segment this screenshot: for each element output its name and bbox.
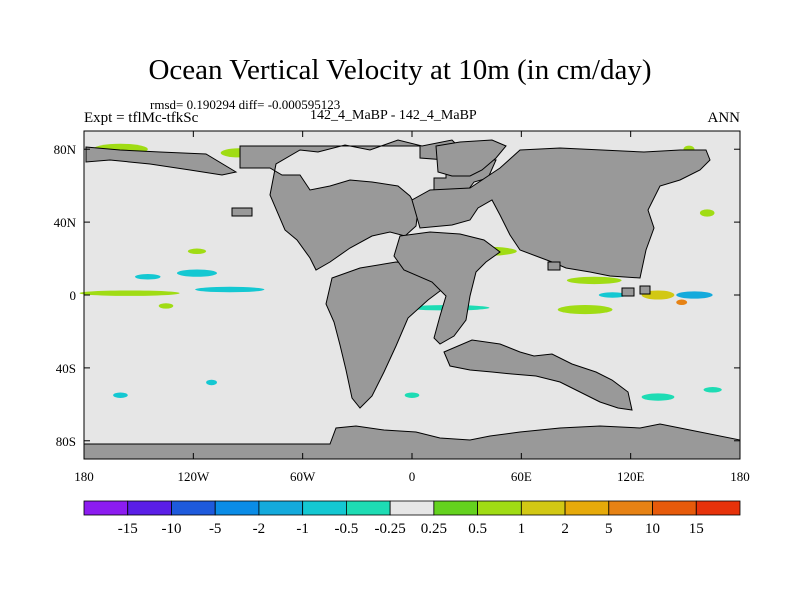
anomaly-patch — [158, 303, 174, 309]
experiment-label: Expt = tflMc-tfkSc — [84, 110, 199, 126]
land-australia — [443, 339, 633, 411]
anomaly-patch — [557, 305, 613, 315]
land-small-block — [547, 261, 561, 271]
colorbar-swatch — [345, 500, 391, 516]
anomaly-patch — [566, 276, 622, 285]
land-africa — [393, 231, 501, 345]
x-tick-label: 180 — [74, 469, 94, 484]
colorbar-swatch — [127, 500, 172, 516]
colorbar-label: -5 — [209, 521, 222, 537]
colorbar-label: 0.5 — [468, 521, 487, 537]
land-mask — [83, 139, 741, 460]
colorbar-swatch — [258, 500, 304, 516]
anomaly-patch — [113, 392, 128, 398]
colorbar-swatch — [302, 500, 347, 516]
colorbar-swatch — [695, 500, 741, 516]
colorbar-label: 1 — [518, 521, 526, 537]
colorbar-swatch — [171, 500, 216, 516]
land-small-block — [639, 285, 651, 295]
colorbar-label: -1 — [296, 521, 309, 537]
colorbar-swatch — [652, 500, 697, 516]
x-tick-label: 60E — [511, 469, 532, 484]
colorbar-swatch — [433, 500, 479, 516]
y-tick-label: 40S — [56, 361, 76, 376]
anomaly-patch — [676, 291, 713, 299]
anomaly-patch — [195, 286, 265, 293]
anomaly-patch — [598, 292, 627, 298]
colorbar-label: -0.25 — [375, 521, 406, 537]
anomaly-patch — [699, 209, 715, 217]
colorbar-swatch — [214, 500, 260, 516]
colorbar-label: 0.25 — [421, 521, 447, 537]
colorbar-label: 15 — [689, 521, 704, 537]
anomaly-patch — [703, 387, 722, 393]
anomaly-patch — [79, 290, 180, 296]
y-tick-label: 80S — [56, 434, 76, 449]
land-small-block — [231, 207, 253, 217]
axes: 180 120W 60W 0 60E 120E 180 80N 40N 0 40S 80S — [54, 131, 750, 484]
y-tick-label: 80N — [54, 142, 77, 157]
anomaly-patch — [404, 392, 420, 398]
colorbar-label: 10 — [645, 521, 660, 537]
colorbar-swatch — [83, 500, 129, 516]
x-tick-label: 120E — [617, 469, 645, 484]
anomaly-patch — [206, 379, 218, 386]
anomaly-patch — [187, 248, 207, 254]
x-tick-label: 0 — [409, 469, 416, 484]
x-tick-label: 120W — [177, 469, 210, 484]
x-tick-label: 60W — [290, 469, 316, 484]
y-tick-label: 0 — [70, 288, 77, 303]
colorbar-label: -15 — [118, 521, 138, 537]
anomaly-patch — [176, 269, 218, 277]
season-label: ANN — [707, 110, 741, 126]
anomaly-patch — [135, 274, 161, 280]
anomaly-patch — [676, 299, 688, 306]
land-small-block — [621, 287, 635, 297]
colorbar-label: -2 — [253, 521, 266, 537]
x-tick-label: 180 — [730, 469, 750, 484]
case-label: 142_4_MaBP - 142_4_MaBP — [310, 108, 477, 123]
colorbar-swatch — [520, 500, 566, 516]
chart-title: Ocean Vertical Velocity at 10m (in cm/da… — [148, 54, 652, 86]
colorbar-label: -10 — [161, 521, 181, 537]
colorbar-label: 5 — [605, 521, 613, 537]
land-arctic-islands — [85, 146, 238, 176]
colorbar: -15 -10 -5 -2 -1 -0.5 -0.25 0.25 0.5 1 2 5 10 15 — [83, 500, 741, 537]
y-tick-label: 40N — [54, 215, 77, 230]
colorbar-label: -0.5 — [335, 521, 359, 537]
colorbar-swatch — [477, 500, 522, 516]
colorbar-swatch — [608, 500, 653, 516]
land-greenland — [435, 139, 507, 177]
colorbar-swatch — [564, 500, 610, 516]
land-eurasia — [411, 147, 711, 279]
stats-line: rmsd= 0.190294 diff= -0.000595123 — [150, 97, 341, 112]
colorbar-swatch — [389, 500, 435, 516]
colorbar-label: 2 — [561, 521, 569, 537]
land-antarctica — [83, 423, 741, 460]
anomaly-patch — [641, 393, 675, 401]
